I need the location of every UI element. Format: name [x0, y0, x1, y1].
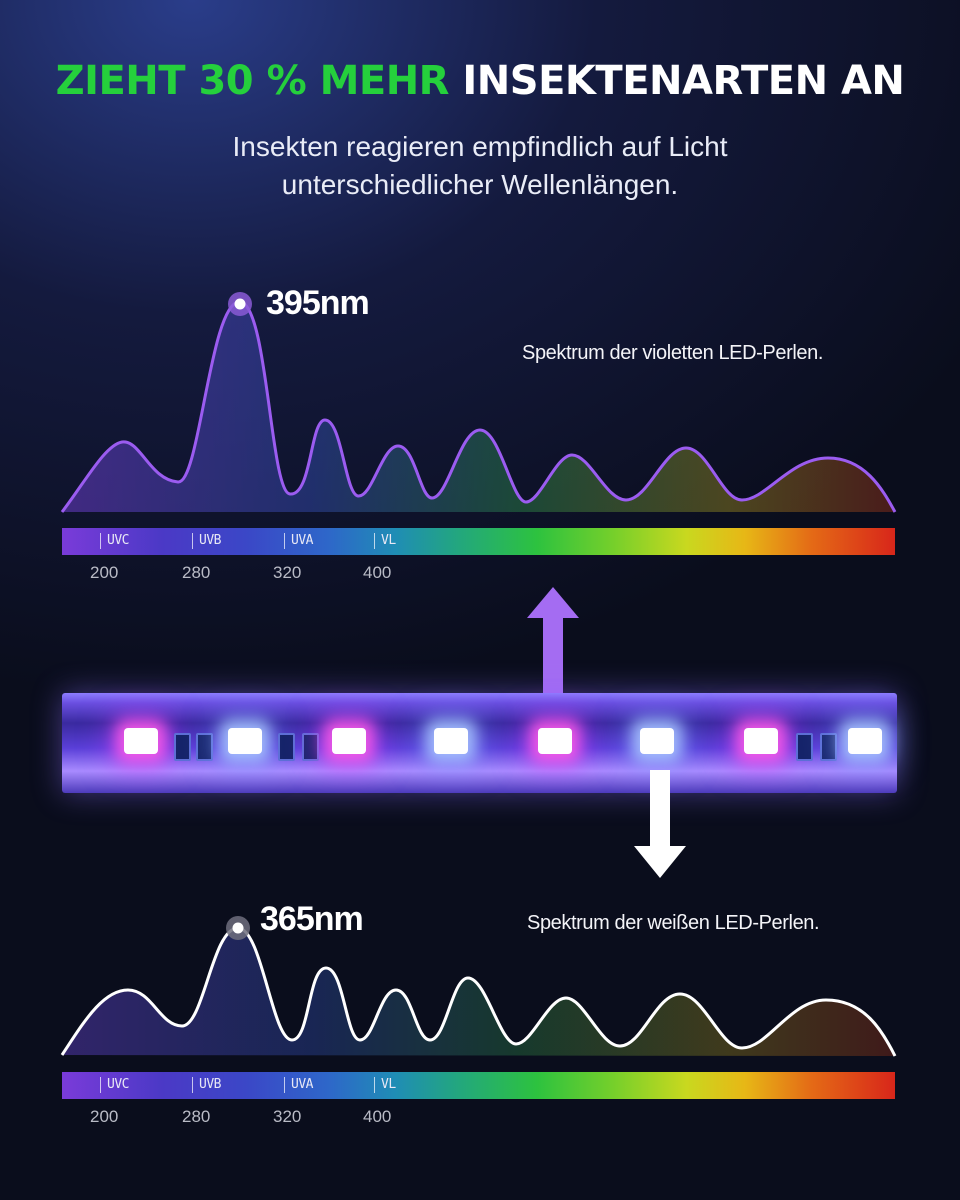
violet-tick-400: 400 [363, 563, 392, 582]
violet-band-uva: UVA [284, 533, 313, 549]
headline-rest: INSEKTENARTEN AN [462, 58, 905, 104]
up-arrow-icon [527, 587, 579, 697]
white-band-uvb: UVB [192, 1077, 221, 1093]
resistor [796, 733, 813, 761]
led-white [434, 728, 468, 754]
white-peak-label: 365nm [260, 900, 364, 938]
resistor [820, 733, 837, 761]
led-white [640, 728, 674, 754]
led-pink [538, 728, 572, 754]
violet-spectrum-graph [60, 292, 897, 513]
led-pink [332, 728, 366, 754]
led-white [848, 728, 882, 754]
led-pink [744, 728, 778, 754]
white-band-uvc: UVC [100, 1077, 129, 1093]
white-tick-400: 400 [363, 1107, 392, 1126]
violet-tick-320: 320 [273, 563, 302, 582]
white-tick-200: 200 [90, 1107, 119, 1126]
white-spectrum-graph [60, 916, 897, 1057]
subtitle-line-2: unterschiedlicher Wellenlängen. [281, 169, 679, 200]
headline-highlight: ZIEHT 30 % MEHR [55, 58, 450, 104]
violet-tick-200: 200 [90, 563, 119, 582]
led-strip [62, 693, 897, 793]
resistor [302, 733, 319, 761]
violet-tick-280: 280 [182, 563, 211, 582]
white-spectrum-curve [60, 926, 897, 1057]
resistor [278, 733, 295, 761]
violet-band-uvb: UVB [192, 533, 221, 549]
led-white [228, 728, 262, 754]
violet-spectrum-curve [60, 300, 897, 513]
white-tick-320: 320 [273, 1107, 302, 1126]
resistor [174, 733, 191, 761]
violet-band-vl: VL [374, 533, 396, 549]
violet-peak-label: 395nm [266, 284, 370, 322]
subtitle: Insekten reagieren empfindlich auf Licht… [0, 128, 960, 204]
resistor [196, 733, 213, 761]
white-tick-280: 280 [182, 1107, 211, 1126]
down-arrow-icon [634, 770, 686, 878]
white-spectrum-fill [62, 928, 895, 1056]
headline: ZIEHT 30 % MEHR INSEKTENARTEN AN [0, 58, 960, 104]
white-spectrum-caption: Spektrum der weißen LED-Perlen. [527, 912, 820, 934]
violet-wavelength-bar: UVC UVB UVA VL [62, 528, 895, 555]
violet-spectrum-fill [62, 301, 895, 512]
white-band-vl: VL [374, 1077, 396, 1093]
led-pink [124, 728, 158, 754]
white-band-uva: UVA [284, 1077, 313, 1093]
subtitle-line-1: Insekten reagieren empfindlich auf Licht [232, 131, 728, 162]
violet-band-uvc: UVC [100, 533, 129, 549]
violet-spectrum-caption: Spektrum der violetten LED-Perlen. [522, 342, 823, 364]
violet-peak-dot [234, 298, 246, 310]
white-wavelength-bar: UVC UVB UVA VL [62, 1072, 895, 1099]
white-peak-dot [232, 922, 244, 934]
